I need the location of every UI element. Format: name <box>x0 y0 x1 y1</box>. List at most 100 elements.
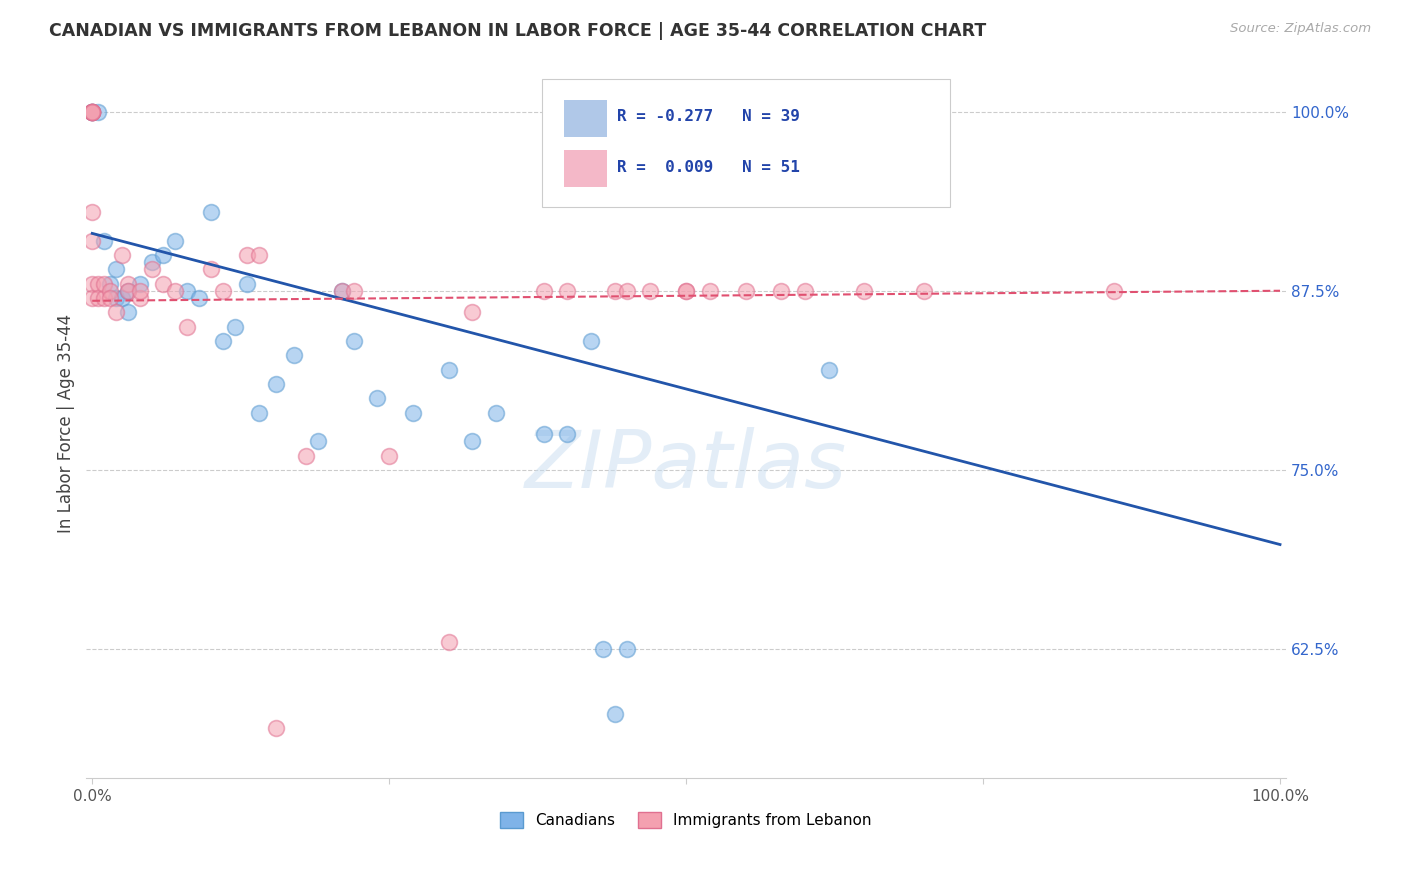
Point <box>152 248 174 262</box>
Text: ZIPatlas: ZIPatlas <box>524 427 848 505</box>
Point <box>82 205 104 219</box>
Point <box>93 277 115 291</box>
Point <box>212 284 235 298</box>
Point <box>200 205 222 219</box>
Point <box>557 284 579 298</box>
Point <box>82 291 104 305</box>
Point <box>675 284 697 298</box>
Point <box>295 449 318 463</box>
Point <box>87 104 110 119</box>
Point <box>485 406 508 420</box>
Point <box>461 434 484 449</box>
Point <box>141 262 163 277</box>
FancyBboxPatch shape <box>564 101 607 137</box>
Point <box>437 635 460 649</box>
Point <box>734 284 756 298</box>
Point <box>853 284 876 298</box>
FancyBboxPatch shape <box>564 150 607 187</box>
Point <box>247 248 270 262</box>
Point <box>533 284 555 298</box>
Point <box>82 277 104 291</box>
Point <box>82 104 104 119</box>
Point <box>200 262 222 277</box>
Point <box>616 642 638 657</box>
Point <box>82 104 104 119</box>
Point <box>82 104 104 119</box>
Point <box>770 284 793 298</box>
Point <box>93 291 115 305</box>
Point <box>117 305 139 319</box>
Text: R =  0.009   N = 51: R = 0.009 N = 51 <box>617 161 800 176</box>
Text: Source: ZipAtlas.com: Source: ZipAtlas.com <box>1230 22 1371 36</box>
Point <box>437 362 460 376</box>
Point <box>224 319 246 334</box>
Point <box>402 406 425 420</box>
Point <box>235 277 257 291</box>
Point <box>176 284 198 298</box>
Point <box>82 104 104 119</box>
Point <box>93 234 115 248</box>
Point <box>366 392 388 406</box>
Point <box>104 305 127 319</box>
Point <box>603 706 626 721</box>
Point <box>82 104 104 119</box>
Point <box>82 104 104 119</box>
Point <box>1102 284 1125 298</box>
Point <box>82 104 104 119</box>
Point <box>104 291 127 305</box>
Point <box>793 284 815 298</box>
Point <box>283 348 305 362</box>
Point <box>330 284 353 298</box>
Point <box>104 262 127 277</box>
Point <box>557 427 579 442</box>
Point <box>603 284 626 298</box>
Point <box>817 362 839 376</box>
Point <box>461 305 484 319</box>
Point <box>165 234 187 248</box>
Point <box>87 277 110 291</box>
Point <box>342 284 364 298</box>
Point <box>592 642 614 657</box>
Point <box>176 319 198 334</box>
Y-axis label: In Labor Force | Age 35-44: In Labor Force | Age 35-44 <box>58 314 75 533</box>
Point <box>533 427 555 442</box>
Point <box>330 284 353 298</box>
Point <box>111 291 134 305</box>
Point <box>117 284 139 298</box>
Point <box>307 434 329 449</box>
Point <box>152 277 174 291</box>
Point <box>98 284 121 298</box>
Point <box>188 291 211 305</box>
Point <box>912 284 935 298</box>
Point <box>235 248 257 262</box>
Point <box>141 255 163 269</box>
Legend: Canadians, Immigrants from Lebanon: Canadians, Immigrants from Lebanon <box>494 806 879 834</box>
Point <box>87 291 110 305</box>
Point <box>640 284 662 298</box>
Point <box>128 284 150 298</box>
Point <box>117 284 139 298</box>
Point <box>82 234 104 248</box>
Text: R = -0.277   N = 39: R = -0.277 N = 39 <box>617 110 800 124</box>
Point <box>98 277 121 291</box>
Point <box>117 277 139 291</box>
Point <box>342 334 364 348</box>
Point <box>616 284 638 298</box>
Point <box>128 277 150 291</box>
Point <box>111 248 134 262</box>
FancyBboxPatch shape <box>543 79 950 207</box>
Point <box>128 291 150 305</box>
Point <box>82 104 104 119</box>
Point <box>699 284 721 298</box>
Point <box>247 406 270 420</box>
Point <box>266 376 288 391</box>
Point <box>378 449 401 463</box>
Point <box>98 291 121 305</box>
Point <box>165 284 187 298</box>
Point <box>579 334 602 348</box>
Text: CANADIAN VS IMMIGRANTS FROM LEBANON IN LABOR FORCE | AGE 35-44 CORRELATION CHART: CANADIAN VS IMMIGRANTS FROM LEBANON IN L… <box>49 22 987 40</box>
Point <box>266 721 288 735</box>
Point <box>82 104 104 119</box>
Point <box>212 334 235 348</box>
Point <box>675 284 697 298</box>
